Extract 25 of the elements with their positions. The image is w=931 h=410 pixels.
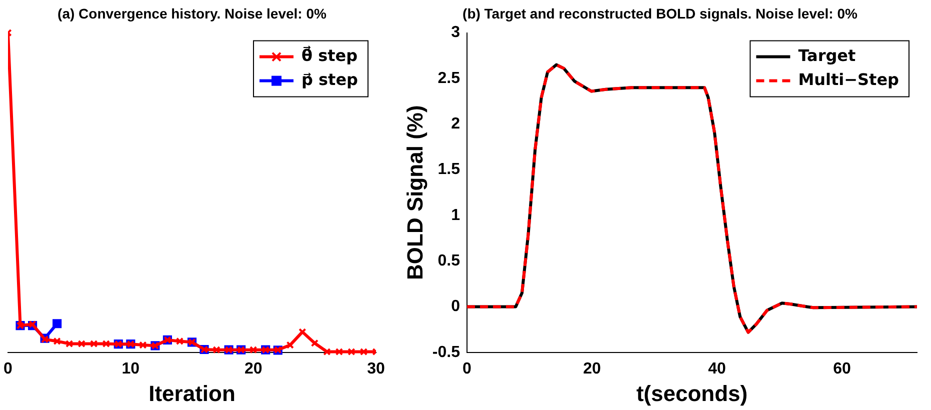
- x-tick-label: 40: [708, 360, 726, 378]
- y-tick-label: 1: [451, 206, 460, 224]
- x-tick-label: 20: [244, 360, 262, 378]
- y-tick-label: 0: [451, 298, 460, 316]
- x-axis-title: Iteration: [148, 380, 236, 406]
- x-tick-label: 0: [4, 360, 13, 378]
- legend-label: p⃗ step: [302, 70, 358, 89]
- legend-label: Target: [798, 46, 856, 65]
- y-tick-label: 2.5: [438, 70, 460, 87]
- x-tick-label: 30: [367, 360, 385, 378]
- y-tick-label: -0.5: [432, 344, 460, 361]
- y-tick-label: 1.5: [438, 161, 460, 178]
- x-tick-label: 0: [462, 360, 472, 378]
- y-tick-label: 3: [451, 24, 460, 42]
- chart-title: (b) Target and reconstructed BOLD signals. Noise level: 0%: [462, 5, 858, 22]
- x-tick-label: 10: [122, 360, 140, 378]
- x-tick-label: 60: [833, 360, 851, 378]
- legend-label: θ⃗ step: [302, 45, 358, 65]
- y-tick-label: 2: [451, 116, 460, 133]
- chart-title: (a) Convergence history. Noise level: 0%: [58, 5, 328, 22]
- legend-label: Multi−Step: [798, 70, 899, 89]
- x-axis-title: t(seconds): [636, 380, 748, 406]
- x-tick-label: 20: [583, 360, 601, 378]
- y-axis-title: BOLD Signal (%): [402, 105, 428, 280]
- y-tick-label: 0.5: [438, 252, 460, 270]
